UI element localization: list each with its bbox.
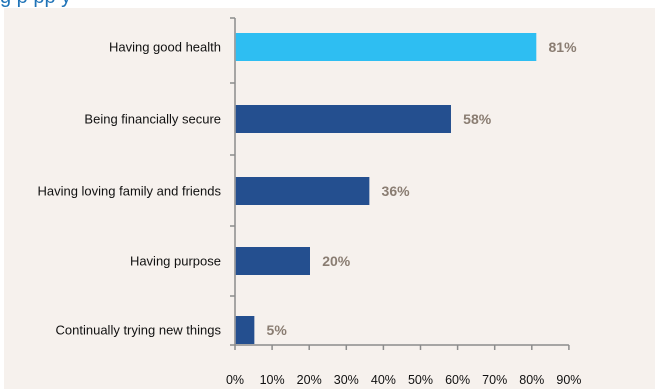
bar <box>235 177 370 205</box>
category-label: Being financially secure <box>84 112 221 127</box>
chart-title: g p pp y <box>0 0 71 8</box>
x-tick-label: 90% <box>556 373 581 387</box>
x-tick-label: 10% <box>260 373 285 387</box>
x-tick-label: 30% <box>334 373 359 387</box>
category-label: Having purpose <box>130 254 221 269</box>
category-label: Having good health <box>109 40 221 55</box>
value-label: 5% <box>267 322 288 338</box>
value-label: 20% <box>322 253 351 269</box>
x-tick-label: 50% <box>408 373 433 387</box>
x-tick-label: 40% <box>371 373 396 387</box>
bar <box>235 105 451 133</box>
value-label: 81% <box>549 39 578 55</box>
x-tick-label: 60% <box>445 373 470 387</box>
x-tick-label: 20% <box>297 373 322 387</box>
x-tick-label: 70% <box>482 373 507 387</box>
bar <box>235 247 310 275</box>
category-label: Continually trying new things <box>56 323 222 338</box>
bar <box>235 316 255 344</box>
title-strip: g p pp y <box>0 0 659 8</box>
x-tick-label: 80% <box>519 373 544 387</box>
value-label: 58% <box>463 111 492 127</box>
value-label: 36% <box>382 183 411 199</box>
bar <box>235 33 537 61</box>
x-tick-label: 0% <box>226 373 244 387</box>
category-label: Having loving family and friends <box>37 184 221 199</box>
